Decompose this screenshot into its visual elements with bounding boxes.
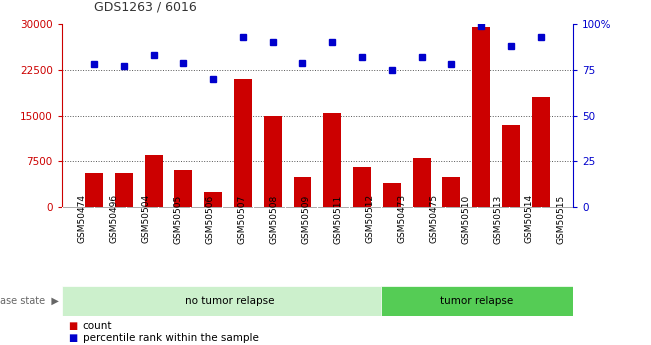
Text: GSM50511: GSM50511	[333, 194, 342, 244]
Text: GDS1263 / 6016: GDS1263 / 6016	[94, 1, 197, 14]
Text: GSM50515: GSM50515	[557, 194, 566, 244]
Bar	[234, 79, 252, 207]
Bar	[115, 174, 133, 207]
Bar	[264, 116, 282, 207]
Text: ■: ■	[68, 321, 77, 331]
Bar	[502, 125, 520, 207]
Bar	[413, 158, 430, 207]
Text: GSM50474: GSM50474	[78, 194, 87, 244]
Bar	[383, 183, 401, 207]
Bar	[353, 167, 371, 207]
Bar	[62, 286, 381, 316]
Text: GSM50508: GSM50508	[270, 194, 279, 244]
Bar	[85, 174, 103, 207]
Bar	[324, 112, 341, 207]
Text: GSM50507: GSM50507	[238, 194, 247, 244]
Text: GSM50504: GSM50504	[142, 194, 150, 244]
Bar	[204, 192, 222, 207]
Text: ■: ■	[68, 333, 77, 343]
Text: GSM50514: GSM50514	[525, 194, 534, 244]
Bar	[294, 177, 311, 207]
Bar	[381, 286, 573, 316]
Text: count: count	[83, 321, 112, 331]
Bar	[174, 170, 192, 207]
Text: GSM50513: GSM50513	[493, 194, 502, 244]
Text: GSM50473: GSM50473	[397, 194, 406, 244]
Text: GSM50475: GSM50475	[429, 194, 438, 244]
Text: GSM50510: GSM50510	[461, 194, 470, 244]
Bar	[472, 27, 490, 207]
Bar	[532, 97, 549, 207]
Text: GSM50505: GSM50505	[174, 194, 183, 244]
Text: no tumor relapse: no tumor relapse	[185, 296, 274, 306]
Text: percentile rank within the sample: percentile rank within the sample	[83, 333, 258, 343]
Bar	[145, 155, 163, 207]
Text: GSM50512: GSM50512	[365, 194, 374, 244]
Text: GSM50496: GSM50496	[110, 194, 118, 244]
Text: GSM50509: GSM50509	[301, 194, 311, 244]
Text: disease state  ▶: disease state ▶	[0, 296, 59, 306]
Bar	[443, 177, 460, 207]
Text: tumor relapse: tumor relapse	[441, 296, 514, 306]
Text: GSM50506: GSM50506	[206, 194, 215, 244]
